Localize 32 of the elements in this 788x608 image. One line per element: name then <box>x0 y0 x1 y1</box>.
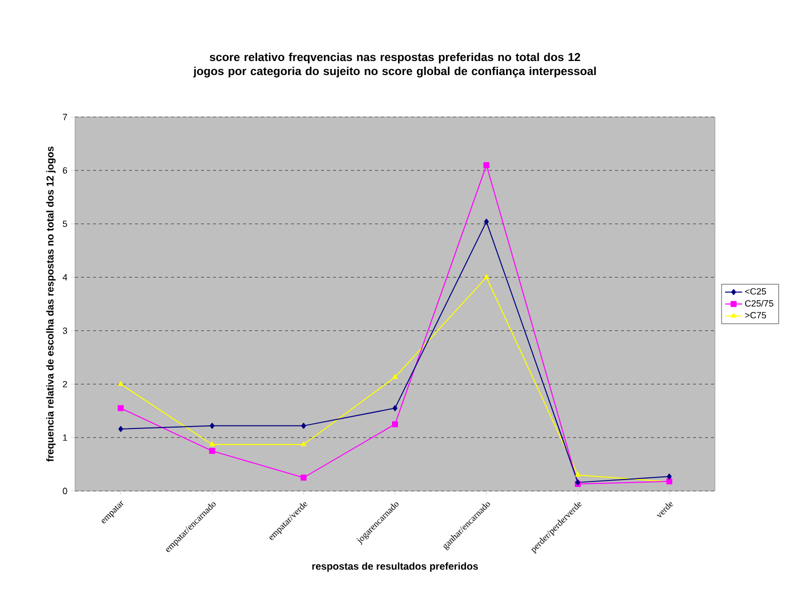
point <box>392 374 398 379</box>
point <box>301 422 306 429</box>
y-tick-label: 6 <box>62 167 68 174</box>
point <box>209 442 215 446</box>
y-axis-title: frequencia relativa de escolha das respostas no total dos 12 jogos <box>46 146 56 462</box>
point <box>666 474 672 480</box>
y-tick-label: 7 <box>62 114 68 120</box>
legend-label: C25/75 <box>745 300 774 307</box>
point <box>210 422 215 429</box>
point <box>484 218 489 225</box>
point <box>118 426 124 432</box>
point <box>300 442 306 446</box>
point <box>484 274 490 280</box>
legend-label: <C25 <box>745 288 766 295</box>
chart-title: score relativo freqvencias nas respostas preferidas no total dos 12 jogos por categoria do sujeito no score global de confiança interpessoal <box>193 52 596 78</box>
y-tick-label: 4 <box>62 274 68 280</box>
point <box>575 472 581 477</box>
y-tick-label: 2 <box>62 380 68 388</box>
point <box>118 381 124 386</box>
point <box>392 421 398 428</box>
point <box>209 448 216 454</box>
legend-label: >C75 <box>745 312 766 318</box>
y-tick-label: 1 <box>63 434 68 441</box>
x-tick-label: verde <box>656 502 674 518</box>
point <box>118 405 124 412</box>
point <box>392 405 398 412</box>
point <box>300 474 307 481</box>
y-tick-label: 5 <box>62 220 68 227</box>
y-tick-label: 0 <box>62 488 68 494</box>
point <box>483 162 490 168</box>
y-tick-label: 3 <box>62 328 68 334</box>
x-axis-title: respostas de resultados preferidos <box>312 562 478 572</box>
